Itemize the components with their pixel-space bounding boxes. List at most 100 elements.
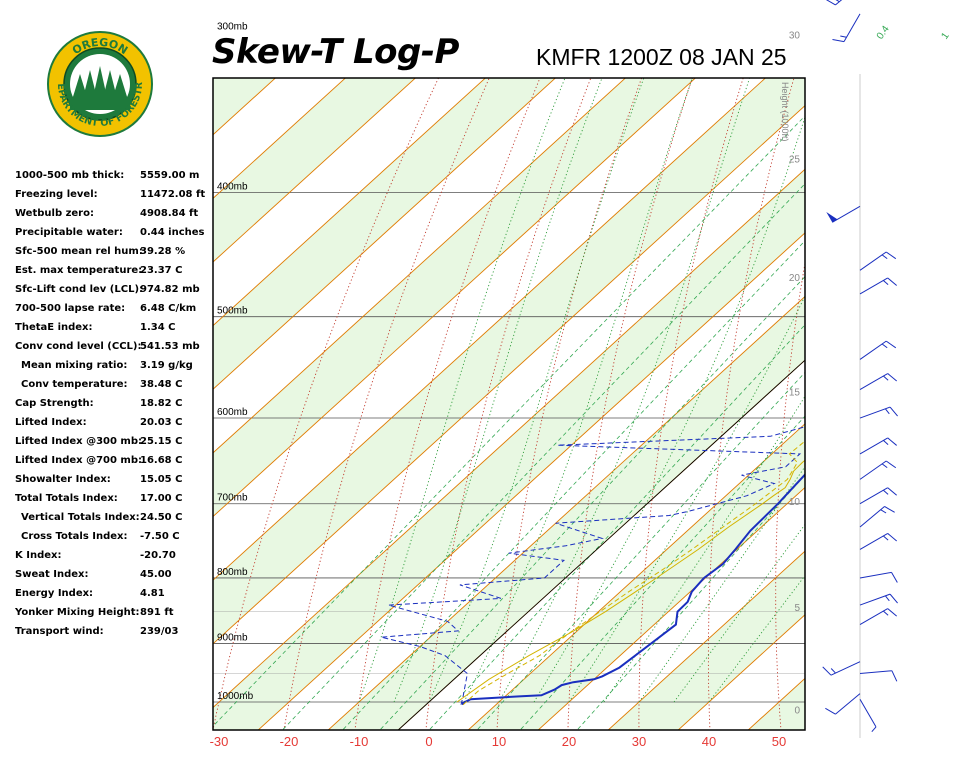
wind-barb-half xyxy=(871,726,877,732)
index-value: 18.82 C xyxy=(140,398,183,409)
index-row: Vertical Totals Index: 24.50 C xyxy=(15,512,210,531)
wind-barb-shaft xyxy=(859,698,877,728)
wind-barb-shaft xyxy=(835,693,861,715)
wind-barb xyxy=(859,373,897,390)
mixing-ratio-line xyxy=(576,474,805,730)
index-label: Precipitable water: xyxy=(15,227,123,238)
wind-barb-full xyxy=(889,406,898,417)
wind-barb xyxy=(859,608,897,626)
x-tick-label: 30 xyxy=(632,734,646,749)
wind-barb xyxy=(859,571,898,583)
index-value: 25.15 C xyxy=(140,436,183,447)
wind-barb xyxy=(825,693,861,715)
pressure-label: 700mb xyxy=(217,493,248,504)
pressure-label: 600mb xyxy=(217,407,248,418)
isotherm-line xyxy=(327,295,805,730)
dry-adiabat-line xyxy=(567,78,693,730)
index-row: Conv temperature: 38.48 C xyxy=(15,379,210,398)
wind-barb-half xyxy=(840,35,847,38)
x-tick-label: -20 xyxy=(280,734,299,749)
dry-adiabat-line xyxy=(904,0,960,734)
moist-adiabat-line xyxy=(568,295,805,703)
index-value: 23.37 C xyxy=(140,265,183,276)
index-label: Conv temperature: xyxy=(21,379,128,390)
index-label: Total Totals Index: xyxy=(15,493,118,504)
x-tick-label: 50 xyxy=(772,734,786,749)
index-row: Showalter Index: 15.05 C xyxy=(15,474,210,493)
wind-barb xyxy=(859,698,877,732)
index-value: 0.44 inches xyxy=(140,227,205,238)
x-tick-label: 10 xyxy=(492,734,506,749)
wind-barb-shaft xyxy=(859,593,891,606)
index-label: Mean mixing ratio: xyxy=(21,360,128,371)
wind-barb-shaft xyxy=(859,608,888,626)
zero-isotherm-line xyxy=(397,359,805,730)
station-time-label: KMFR 1200Z 08 JAN 25 xyxy=(536,44,787,70)
wind-barb-full xyxy=(885,460,897,469)
index-row: Lifted Index @300 mb: 25.15 C xyxy=(15,436,210,455)
x-tick-label: 40 xyxy=(702,734,716,749)
dry-adiabat-line xyxy=(841,0,960,734)
index-row: Lifted Index @700 mb: 16.68 C xyxy=(15,455,210,474)
index-row: Mean mixing ratio: 3.19 g/kg xyxy=(15,360,210,379)
index-value: 4908.84 ft xyxy=(140,208,199,219)
wind-barb-full xyxy=(822,666,832,676)
wind-barb xyxy=(859,460,897,480)
indices-table: 1000-500 mb thick: 5559.00 m Freezing leve… xyxy=(15,170,210,645)
wind-barb-half xyxy=(883,610,889,616)
logo-top-text: OREGON xyxy=(70,36,130,57)
wind-barb-half xyxy=(881,463,888,469)
index-value: 3.19 g/kg xyxy=(140,360,193,371)
index-row: Sfc-Lift cond lev (LCL): 974.82 mb xyxy=(15,284,210,303)
index-row: K Index: -20.70 xyxy=(15,550,210,569)
wind-barb xyxy=(859,506,895,528)
index-value: 24.50 C xyxy=(140,512,183,523)
wind-barb-half xyxy=(883,375,889,381)
mixing-ratio-label: 0.4 xyxy=(875,24,892,42)
wind-barb xyxy=(859,251,897,271)
index-row: Total Totals Index: 17.00 C xyxy=(15,493,210,512)
index-row: Transport wind: 239/03 xyxy=(15,626,210,645)
index-row: Est. max temperature: 23.37 C xyxy=(15,265,210,284)
parcel-profile-line xyxy=(462,440,805,706)
height-tick-label: 20 xyxy=(789,273,801,284)
isotherm-line xyxy=(677,614,805,730)
index-value: 4.81 xyxy=(140,588,165,599)
isotherm-band xyxy=(748,678,805,730)
wind-barb-full xyxy=(825,0,836,6)
wind-barb-half xyxy=(883,535,889,541)
isotherm-line xyxy=(257,232,805,730)
index-label: Lifted Index: xyxy=(15,417,87,428)
index-value: 17.00 C xyxy=(140,493,183,504)
mixing-ratio-line xyxy=(342,240,805,730)
index-row: Cross Totals Index: -7.50 C xyxy=(15,531,210,550)
isotherm-line xyxy=(397,359,805,730)
index-label: 1000-500 mb thick: xyxy=(15,170,125,181)
isotherm-line xyxy=(467,423,805,730)
index-value: 891 ft xyxy=(140,607,174,618)
index-row: Lifted Index: 20.03 C xyxy=(15,417,210,436)
isotherm-band xyxy=(468,423,805,730)
index-value: -20.70 xyxy=(140,550,176,561)
index-label: ThetaE index: xyxy=(15,322,93,333)
wind-barb-shaft xyxy=(843,13,861,42)
pressure-label: 500mb xyxy=(217,306,248,317)
wind-barb xyxy=(859,593,898,606)
wind-barb-half xyxy=(881,254,888,260)
wind-barb xyxy=(825,0,843,6)
height-axis-label: Height (1000ft) xyxy=(780,82,790,142)
index-row: Wetbulb zero: 4908.84 ft xyxy=(15,208,210,227)
height-tick-label: 0 xyxy=(794,705,800,716)
index-label: K Index: xyxy=(15,550,62,561)
wind-barb-half xyxy=(884,595,890,602)
wind-barb xyxy=(859,670,898,682)
index-value: 11472.08 ft xyxy=(140,189,206,200)
index-label: 700-500 lapse rate: xyxy=(15,303,126,314)
index-value: 541.53 mb xyxy=(140,341,200,352)
mixing-ratio-line xyxy=(213,115,805,727)
index-label: Lifted Index @700 mb: xyxy=(15,455,142,466)
temperature-profile-line xyxy=(461,473,805,705)
x-tick-label: 20 xyxy=(562,734,576,749)
parcel-moist-profile-line xyxy=(456,459,805,703)
wind-barb xyxy=(822,661,861,676)
